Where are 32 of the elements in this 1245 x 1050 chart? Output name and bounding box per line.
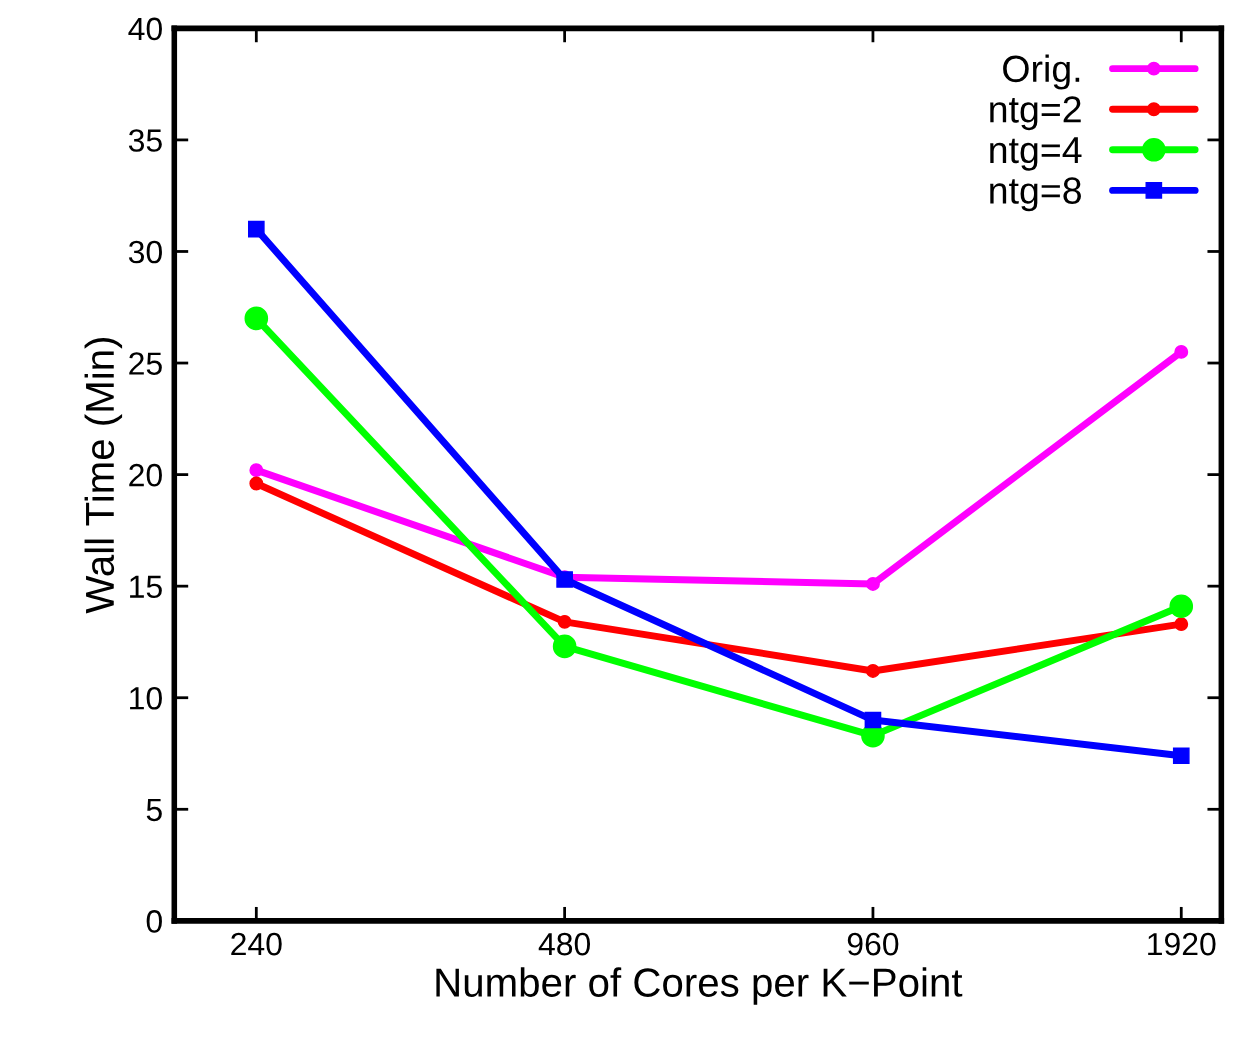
- legend-label: ntg=8: [990, 177, 1081, 212]
- y-tick-label: 25: [129, 352, 162, 375]
- point: [866, 576, 880, 591]
- y-tick-label: 10: [130, 686, 162, 710]
- point: [249, 476, 264, 491]
- point: [1169, 594, 1194, 619]
- y-tick-label: 35: [128, 129, 162, 152]
- y-tick-label: 30: [128, 240, 162, 264]
- legend-label: ntg=4: [990, 137, 1082, 171]
- point: [1174, 617, 1189, 632]
- y-tick-label: 5: [146, 798, 162, 822]
- y-tick-label: 40: [128, 17, 162, 41]
- point: [249, 463, 264, 478]
- x-tick-label: 1920: [1148, 932, 1216, 956]
- point: [1172, 747, 1190, 765]
- x-axis-title: Number of Cores per K−Point: [436, 967, 963, 1005]
- point: [1174, 344, 1189, 359]
- point: [247, 220, 265, 238]
- point: [244, 306, 269, 331]
- point: [557, 614, 572, 629]
- y-axis-title: Wall Time (Min): [84, 337, 123, 614]
- y-tick-label: 20: [129, 463, 162, 487]
- x-tick-label: 480: [538, 932, 591, 956]
- legend-label: ntg=2: [990, 96, 1081, 131]
- x-tick-label: 960: [847, 932, 899, 956]
- x-tick-label: 240: [231, 932, 282, 956]
- legend-label: Orig.: [1003, 54, 1080, 90]
- point: [552, 634, 577, 659]
- y-tick-label: 15: [130, 575, 162, 599]
- point: [866, 664, 880, 678]
- point: [864, 711, 882, 729]
- y-tick-label: 0: [146, 910, 162, 933]
